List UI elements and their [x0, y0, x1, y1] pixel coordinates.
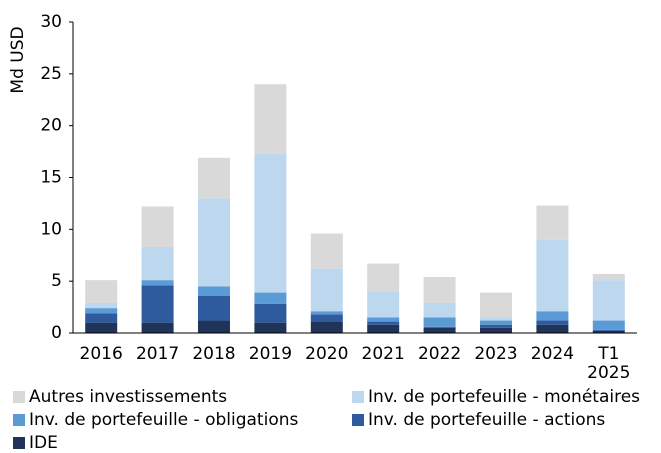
bar-segment [423, 327, 456, 333]
bar-segment [310, 314, 343, 322]
bar-segment [141, 206, 174, 247]
legend-swatch [352, 414, 364, 426]
legend-swatch [13, 437, 25, 449]
y-tick-label: 10 [40, 219, 62, 239]
legend-item: Inv. de portefeuille - actions [352, 410, 605, 430]
bar-segment [423, 326, 456, 328]
bar-segment [310, 268, 343, 312]
bar-segment [536, 205, 569, 240]
bar-segment [141, 285, 174, 323]
y-tick-label: 20 [40, 116, 62, 136]
x-tick-label: 2020 [305, 344, 349, 364]
x-tick-label: 2016 [79, 344, 123, 364]
bar-segment [592, 329, 625, 331]
bar-segment [536, 311, 569, 321]
bar-segment [423, 277, 456, 303]
bar-segment [141, 322, 174, 333]
bar-segment [592, 330, 625, 333]
bar-segment [85, 308, 118, 314]
bar-segment [367, 324, 400, 333]
y-tick-label: 25 [40, 64, 62, 84]
bar-segment [198, 157, 230, 199]
x-tick-label: 2019 [248, 344, 293, 364]
x-tick-label: 2018 [192, 344, 236, 364]
bar-segment [423, 317, 456, 327]
legend-label: Autres investissements [29, 387, 228, 407]
legend-label: IDE [29, 433, 58, 453]
bar-segment [480, 324, 512, 328]
bar-segment [198, 320, 230, 333]
bar-segment [536, 324, 569, 333]
bar-segment [254, 153, 287, 293]
bar-segment [141, 280, 174, 286]
bar-segment [141, 246, 174, 281]
y-axis-label: Md USD [8, 26, 28, 93]
bar-segment [254, 303, 287, 323]
bar-segment [254, 84, 287, 154]
legend-item: Inv. de portefeuille - obligations [13, 410, 298, 430]
legend-label: Inv. de portefeuille - obligations [29, 410, 299, 430]
x-tick-label: 2023 [474, 344, 518, 364]
bar-segment [85, 280, 118, 303]
x-tick-label: 2021 [361, 344, 405, 364]
bar-segment [310, 321, 343, 333]
bar-segment [254, 322, 287, 333]
bar-segment [198, 295, 230, 321]
x-tick-label: 2017 [135, 344, 180, 364]
bar-segment [592, 280, 625, 321]
bar-segment [480, 317, 512, 321]
bar-segment [480, 327, 512, 333]
legend-item: Inv. de portefeuille - monétaires [352, 387, 640, 407]
bar-segment [592, 320, 625, 330]
legend-item: Autres investissements [13, 387, 227, 407]
x-tick-label: 2022 [417, 344, 462, 364]
bar-segment [367, 317, 400, 322]
y-tick-label: 15 [40, 168, 62, 188]
bar-segment [198, 198, 230, 287]
legend-label: Inv. de portefeuille - monétaires [368, 387, 641, 407]
bar-segment [254, 292, 287, 304]
bar-segment [367, 291, 400, 318]
legend-swatch [13, 391, 25, 403]
y-tick-label: 30 [40, 12, 62, 32]
bar-segment [310, 311, 343, 315]
bar-segment [85, 313, 118, 323]
bar-segment [536, 239, 569, 312]
bar-segment [198, 286, 230, 296]
bar-segment [85, 302, 118, 309]
legend-swatch [352, 391, 364, 403]
y-tick-label: 0 [51, 323, 62, 343]
y-tick-label: 5 [51, 271, 62, 291]
legend-item: IDE [13, 433, 58, 453]
bar-segment [85, 322, 118, 333]
bar-segment [310, 233, 343, 269]
x-tick-label: T1 2025 [587, 344, 631, 383]
bar-segment [480, 292, 512, 318]
legend-swatch [13, 414, 25, 426]
bar-segment [367, 263, 400, 292]
bar-segment [592, 273, 625, 281]
bar-segment [367, 321, 400, 325]
x-tick-label: 2024 [530, 344, 575, 364]
bar-segment [536, 320, 569, 325]
bar-segment [423, 302, 456, 318]
legend-label: Inv. de portefeuille - actions [368, 410, 606, 430]
bar-segment [480, 320, 512, 325]
